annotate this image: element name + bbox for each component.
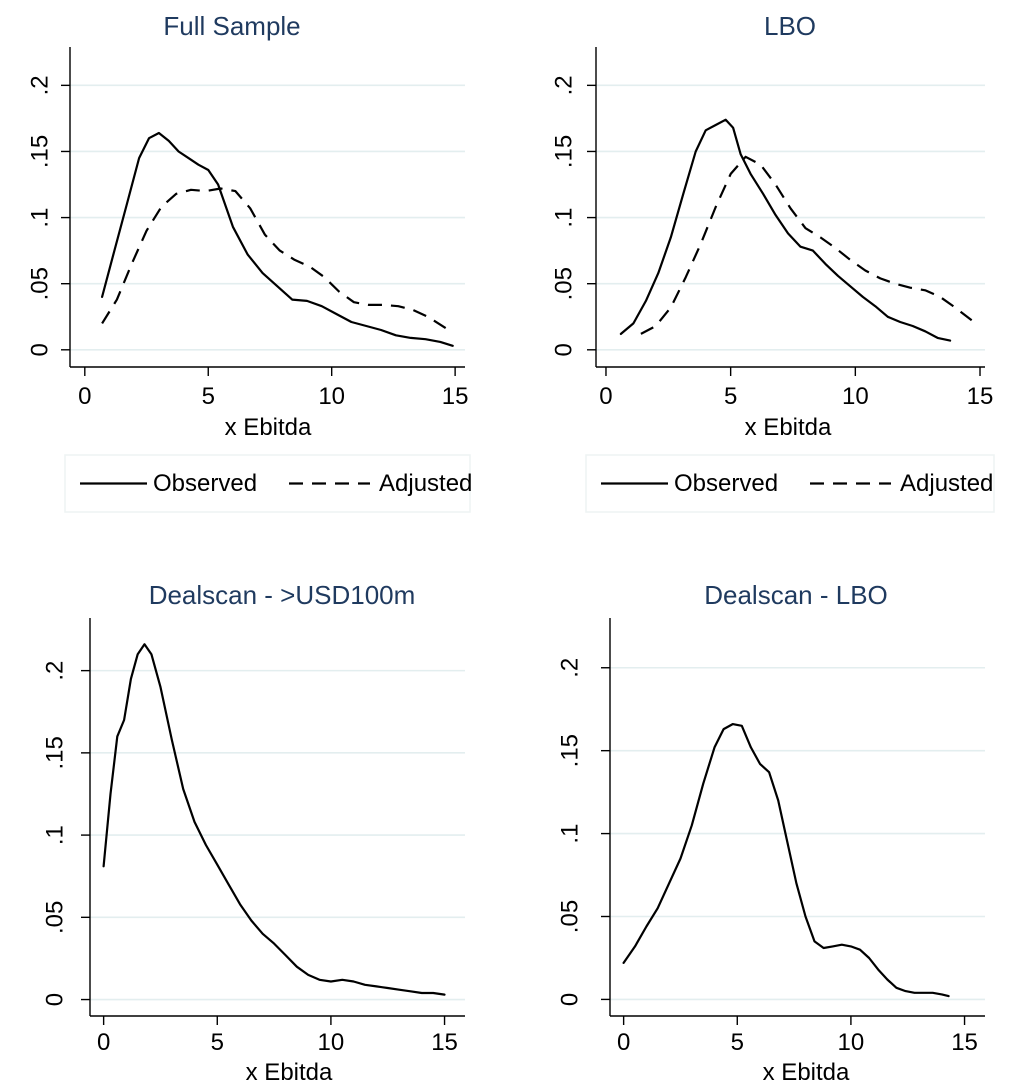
- x-tick-label: 5: [724, 383, 737, 410]
- chart-title: LBO: [764, 11, 816, 41]
- series-line-observed: [100, 131, 454, 347]
- x-tick-label: 0: [78, 383, 91, 410]
- y-tick-label: .15: [42, 736, 69, 769]
- x-tick-label: 0: [599, 383, 612, 410]
- x-tick-label: 10: [842, 383, 869, 410]
- x-axis-label: x Ebitda: [246, 1059, 333, 1084]
- x-tick-label: 15: [967, 383, 994, 410]
- x-tick-label: 5: [202, 383, 215, 410]
- legend-label-adjusted: Adjusted: [900, 470, 993, 497]
- x-axis-label: x Ebitda: [745, 414, 832, 441]
- chart-title: Dealscan - LBO: [704, 580, 888, 610]
- y-tick-label: .2: [42, 661, 69, 681]
- y-tick-label: .2: [557, 658, 584, 678]
- y-tick-label: .2: [551, 75, 578, 95]
- y-tick-label: .15: [557, 734, 584, 767]
- legend-label-adjusted: Adjusted: [379, 470, 472, 497]
- series-line-density: [622, 722, 950, 998]
- legend: Observed Adjusted: [64, 454, 472, 513]
- x-axis-label: x Ebitda: [763, 1059, 850, 1084]
- x-tick-label: 0: [97, 1029, 110, 1056]
- y-tick-label: .1: [557, 824, 584, 844]
- y-tick-label: .05: [557, 900, 584, 933]
- x-tick-label: 5: [731, 1029, 744, 1056]
- panel-1: Full Sample 0 .05 .1 .15 .2 0 5 10 15 x Ebitda Obse…: [27, 11, 472, 513]
- x-tick-label: 15: [431, 1029, 458, 1056]
- x-tick-label: 10: [318, 383, 345, 410]
- panel-4: Dealscan - LBO 0 .05 .1 .15 .2 0 5 10 15 x Ebitda: [557, 580, 985, 1084]
- chart-title: Full Sample: [163, 11, 300, 41]
- x-axis-label: x Ebitda: [225, 414, 312, 441]
- y-tick-label: .1: [42, 825, 69, 845]
- x-tick-label: 10: [318, 1029, 345, 1056]
- series-line-observed: [619, 118, 952, 342]
- panel-2: LBO 0 .05 .1 .15 .2 0 5 10 15 x Ebitda Observed Adju…: [551, 11, 995, 513]
- panel-3: Dealscan - >USD100m 0 .05 .1 .15 .2 0 5 10 15 x Eb…: [42, 580, 465, 1084]
- x-tick-label: 0: [617, 1029, 630, 1056]
- series-line-density: [102, 643, 446, 996]
- y-tick-label: .2: [27, 75, 54, 95]
- y-tick-label: .15: [551, 135, 578, 168]
- y-tick-label: .05: [27, 267, 54, 300]
- x-tick-label: 10: [838, 1029, 865, 1056]
- y-tick-label: 0: [42, 993, 69, 1006]
- legend-label-observed: Observed: [674, 470, 778, 497]
- x-tick-label: 15: [951, 1029, 978, 1056]
- y-tick-label: 0: [27, 343, 54, 356]
- x-tick-label: 15: [442, 383, 469, 410]
- y-tick-label: .05: [551, 267, 578, 300]
- legend-label-observed: Observed: [153, 470, 257, 497]
- y-tick-label: 0: [551, 343, 578, 356]
- y-tick-label: .15: [27, 135, 54, 168]
- x-tick-label: 5: [211, 1029, 224, 1056]
- series-line-adjusted: [640, 155, 979, 335]
- chart-title: Dealscan - >USD100m: [149, 580, 416, 610]
- y-tick-label: .1: [551, 208, 578, 228]
- series-line-adjusted: [101, 187, 454, 334]
- y-tick-label: 0: [557, 993, 584, 1006]
- legend: Observed Adjusted: [585, 454, 995, 513]
- y-tick-label: .1: [27, 208, 54, 228]
- y-tick-label: .05: [42, 901, 69, 934]
